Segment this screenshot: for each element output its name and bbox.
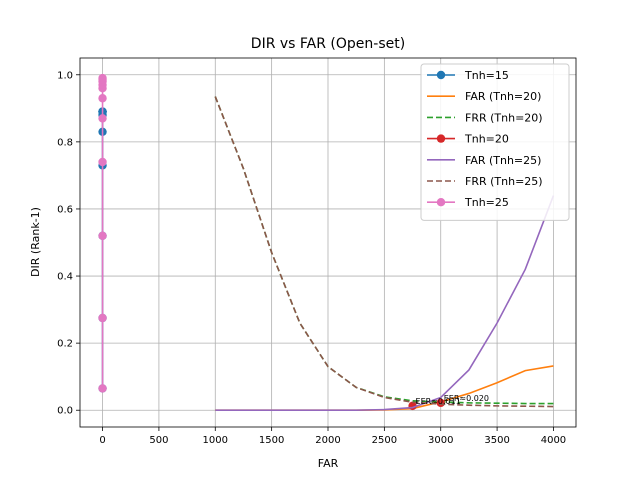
legend-item: Tnh=25 (427, 196, 509, 209)
x-tick-label: 1500 (259, 435, 284, 446)
series-line (214, 96, 554, 408)
annotation: EER≈0.020 (444, 394, 489, 403)
x-tick-label: 3000 (428, 435, 453, 446)
legend-label: Tnh=15 (464, 69, 509, 82)
legend-label: Tnh=25 (464, 196, 509, 209)
y-tick-label: 0.4 (57, 272, 73, 283)
legend-item: FRR (Tnh=20) (427, 111, 543, 124)
y-tick-label: 0.6 (57, 204, 73, 215)
data-point (98, 157, 107, 167)
data-point (98, 231, 107, 240)
x-tick-label: 2500 (372, 435, 397, 446)
series-layer (98, 73, 555, 412)
y-tick-label: 1.0 (57, 70, 73, 81)
chart-title: DIR vs FAR (Open-set) (251, 36, 405, 52)
annotation: EER≈0.011 (416, 397, 461, 406)
legend-marker (436, 198, 446, 207)
x-tick-label: 3500 (484, 435, 509, 446)
y-tick-label: 0.8 (57, 137, 73, 148)
x-axis-label: FAR (318, 457, 339, 470)
x-tick-label: 500 (149, 435, 168, 446)
data-point (98, 313, 107, 323)
series-5 (215, 195, 555, 412)
legend-item: Tnh=15 (427, 69, 509, 82)
legend-label: Tnh=20 (464, 133, 509, 146)
legend-label: FRR (Tnh=20) (465, 111, 543, 124)
data-point (98, 73, 107, 83)
legend-item: FAR (Tnh=25) (427, 154, 541, 167)
x-tick-label: 2000 (315, 435, 340, 446)
series-7 (98, 73, 107, 393)
data-point (98, 94, 107, 103)
legend: Tnh=15 FAR (Tnh=20) FRR (Tnh=20) Tnh=20 FAR … (420, 63, 570, 221)
y-tick-label: 0.0 (57, 406, 73, 417)
legend-label: FRR (Tnh=25) (465, 175, 543, 188)
legend-label: FAR (Tnh=25) (465, 154, 541, 167)
legend-item: FRR (Tnh=25) (427, 175, 543, 188)
legend-item: Tnh=20 (427, 133, 509, 146)
series-6 (214, 96, 554, 408)
y-axis-label: DIR (Rank-1) (29, 207, 42, 277)
tick-labels: 0 500 1000 1500 2000 2500 3000 3500 4000 0.0 0.2 0.… (57, 70, 566, 446)
series-line (215, 195, 555, 412)
legend-box (420, 63, 570, 221)
y-tick-label: 0.2 (57, 339, 73, 350)
x-tick-label: 1000 (203, 435, 228, 446)
x-tick-label: 4000 (541, 435, 566, 446)
legend-label: FAR (Tnh=20) (465, 90, 541, 103)
legend-item: FAR (Tnh=20) (427, 90, 541, 103)
legend-marker (436, 134, 446, 143)
data-point (98, 384, 107, 393)
x-tick-label: 0 (99, 435, 105, 446)
legend-marker (436, 70, 446, 80)
data-point (98, 114, 107, 123)
grid (80, 58, 576, 427)
